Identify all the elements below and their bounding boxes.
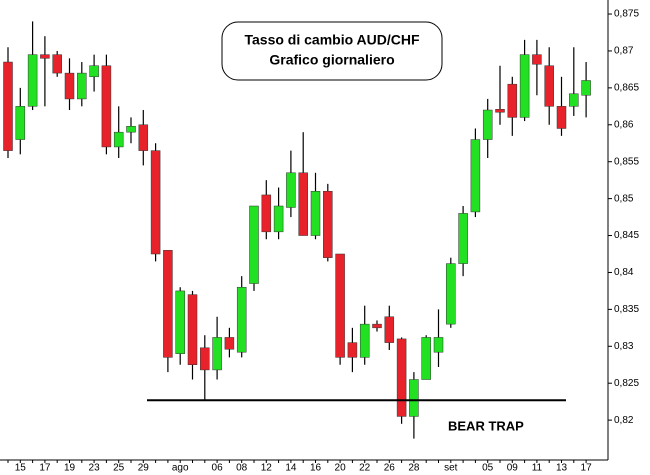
x-tick-label: 15 [15, 463, 27, 474]
candle-body [532, 54, 542, 65]
candle-body [64, 72, 75, 100]
candle-body [470, 139, 481, 213]
x-tick-label: 17 [39, 463, 51, 474]
candle-body [89, 65, 99, 78]
y-tick-label: 0,855 [614, 156, 639, 167]
candle-body [261, 194, 272, 233]
x-tick-label: 22 [359, 463, 371, 474]
candle-body [236, 286, 247, 353]
candle-body [298, 172, 308, 236]
x-tick-label: ago [172, 463, 189, 474]
candle-body [52, 54, 62, 74]
y-tick-label: 0,835 [614, 304, 639, 315]
candle-body [519, 54, 530, 118]
candle-body [396, 338, 407, 417]
candle-body [15, 106, 26, 140]
x-tick-label: 19 [64, 463, 76, 474]
candle-body [163, 250, 173, 358]
x-tick-label: set [444, 463, 458, 474]
candle-body [249, 205, 259, 284]
x-tick-label: 16 [310, 463, 322, 474]
candle-body [126, 126, 136, 133]
candle-body [482, 109, 493, 140]
candle-body [372, 323, 382, 329]
x-tick-label: 11 [532, 463, 543, 474]
candle-body [347, 342, 358, 358]
chart-subtitle: Grafico giornaliero [269, 52, 394, 68]
candle-body [359, 323, 370, 358]
candle-body [507, 83, 518, 118]
candle-body [323, 190, 333, 258]
candle-body [113, 131, 124, 148]
candle-body [138, 124, 149, 151]
y-tick-label: 0,845 [614, 230, 639, 241]
candle-body [101, 65, 112, 148]
candle-body [40, 54, 50, 59]
y-tick-label: 0,865 [614, 83, 639, 94]
y-tick-label: 0,825 [614, 378, 639, 389]
candle-body [335, 253, 345, 358]
x-tick-label: 09 [507, 463, 519, 474]
candle-body [421, 337, 431, 380]
candle-body [3, 61, 13, 151]
candle-body [175, 290, 185, 354]
candle-body [150, 150, 161, 255]
x-tick-label: 17 [581, 463, 593, 474]
title-box [221, 21, 443, 81]
candle-body [409, 379, 419, 417]
candle-body [310, 190, 321, 236]
x-tick-label: 05 [482, 463, 494, 474]
x-tick-label: 26 [384, 463, 396, 474]
x-tick-label: 12 [261, 463, 273, 474]
x-tick-label: 08 [236, 463, 248, 474]
candle-body [200, 347, 210, 371]
x-tick-label: 13 [556, 463, 568, 474]
candle-body [77, 72, 87, 100]
y-tick-label: 0,83 [614, 341, 634, 352]
y-tick-label: 0,86 [614, 119, 634, 130]
candle-body [286, 172, 296, 208]
y-tick-label: 0,84 [614, 267, 634, 278]
candle-body [495, 109, 505, 113]
annotation: BEAR TRAP [448, 418, 524, 433]
candle-body [273, 205, 284, 233]
x-tick-label: 20 [335, 463, 347, 474]
y-tick-label: 0,87 [614, 46, 634, 57]
candle-body [569, 93, 579, 107]
x-tick-label: 06 [212, 463, 224, 474]
candle-body [458, 213, 468, 264]
x-tick-label: 25 [113, 463, 125, 474]
candle-body [384, 316, 395, 343]
y-tick-label: 0,82 [614, 415, 634, 426]
candle-body [581, 80, 591, 96]
candle-body [544, 65, 554, 107]
chart-title: Tasso di cambio AUD/CHF [244, 32, 419, 48]
candle-body [212, 337, 222, 371]
candle-body [556, 106, 567, 129]
candle-body [27, 54, 38, 107]
x-tick-label: 14 [285, 463, 297, 474]
candle-body [433, 337, 444, 353]
candle-body [187, 294, 198, 366]
y-tick-label: 0,875 [614, 9, 639, 20]
candle-body [224, 337, 235, 350]
x-tick-label: 28 [408, 463, 420, 474]
x-tick-label: 29 [138, 463, 150, 474]
y-tick-label: 0,85 [614, 193, 634, 204]
candle-body [446, 263, 456, 325]
x-tick-label: 23 [89, 463, 101, 474]
